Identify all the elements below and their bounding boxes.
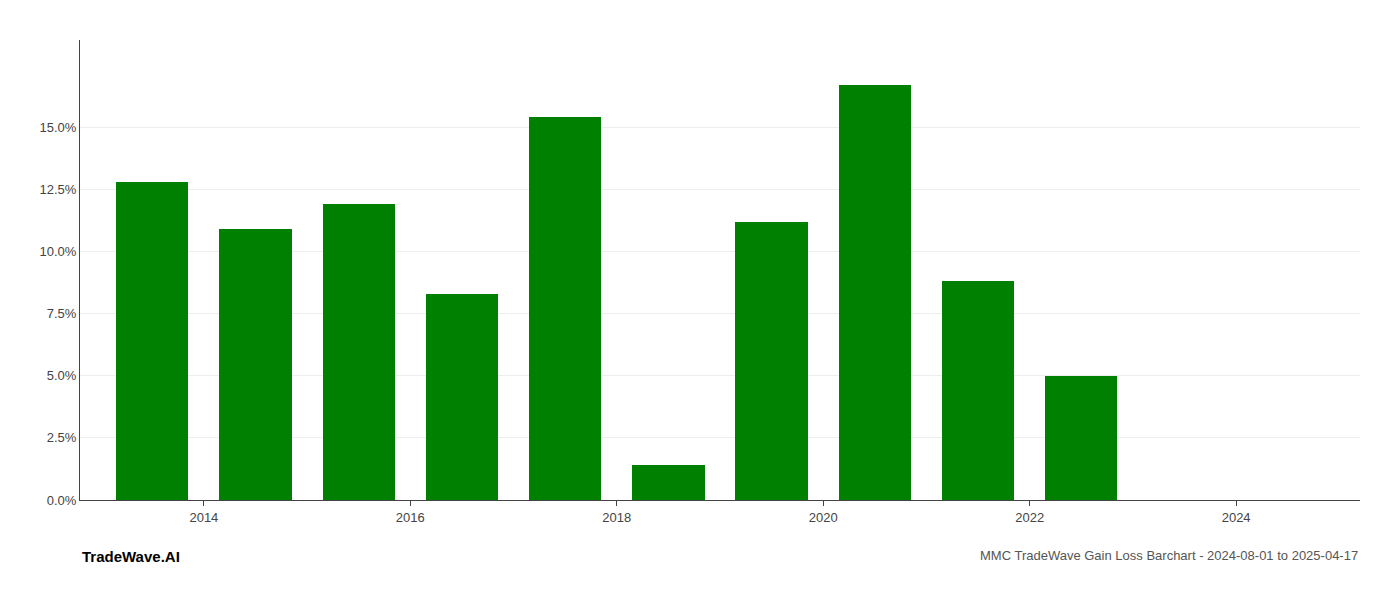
svg-text:10.0%: 10.0% [40,244,77,259]
svg-text:TradeWave.AI: TradeWave.AI [82,548,180,565]
svg-text:2016: 2016 [396,510,425,525]
svg-text:5.0%: 5.0% [47,368,77,383]
svg-text:2018: 2018 [602,510,631,525]
svg-text:2020: 2020 [809,510,838,525]
svg-text:15.0%: 15.0% [40,120,77,135]
svg-text:2.5%: 2.5% [47,430,77,445]
svg-text:7.5%: 7.5% [47,306,77,321]
svg-text:2014: 2014 [189,510,218,525]
svg-text:2024: 2024 [1222,510,1251,525]
svg-text:2022: 2022 [1015,510,1044,525]
svg-text:MMC TradeWave Gain Loss Barcha: MMC TradeWave Gain Loss Barchart - 2024-… [980,548,1358,563]
svg-text:0.0%: 0.0% [47,493,77,508]
svg-text:12.5%: 12.5% [40,182,77,197]
